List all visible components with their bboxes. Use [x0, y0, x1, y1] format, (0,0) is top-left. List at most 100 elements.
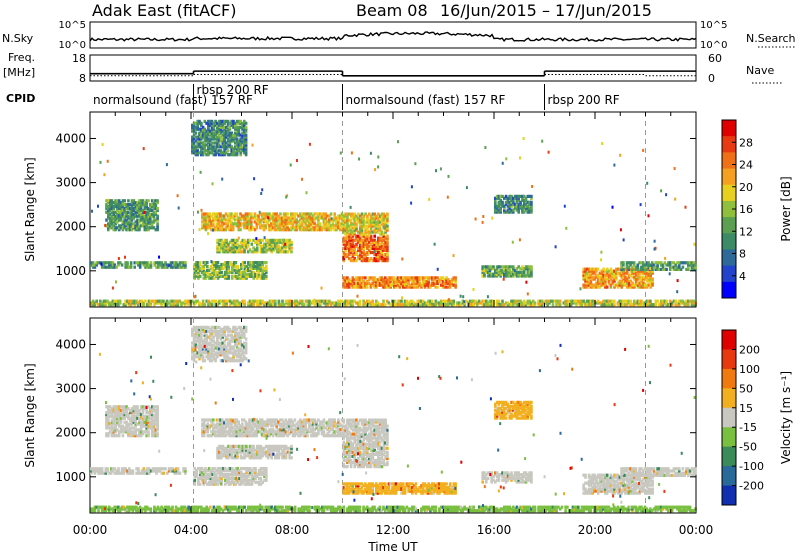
data-cell [318, 226, 322, 230]
data-cell [439, 276, 443, 280]
data-cell [382, 226, 386, 230]
data-cell [495, 208, 499, 212]
data-cell [198, 303, 201, 307]
data-cell [304, 228, 307, 232]
data-cell [140, 299, 144, 303]
data-cell [306, 212, 309, 216]
data-cell [206, 428, 210, 432]
data-cell [494, 202, 497, 206]
data-cell [131, 299, 135, 303]
data-cell [107, 216, 110, 220]
data-cell [247, 266, 250, 270]
data-cell [219, 153, 223, 157]
freq-trace [90, 70, 696, 77]
data-cell [124, 265, 127, 269]
data-cell [244, 434, 248, 438]
data-cell [687, 301, 690, 305]
data-cell [221, 125, 225, 129]
data-cell [230, 139, 233, 143]
data-cell [244, 226, 248, 230]
data-cell [215, 476, 218, 480]
data-cell [238, 272, 241, 276]
data-cell [212, 426, 215, 430]
data-cell [165, 303, 169, 307]
data-cell [123, 220, 126, 224]
data-cell [130, 205, 134, 209]
data-cell [418, 276, 421, 280]
data-cell [651, 281, 654, 285]
data-cell [213, 432, 217, 436]
data-cell [234, 133, 237, 137]
data-cell [668, 265, 672, 269]
data-cell [248, 456, 252, 460]
data-cell [558, 299, 562, 303]
data-cell [215, 422, 219, 426]
data-cell [235, 119, 239, 123]
data-cell [135, 261, 138, 265]
data-cell [503, 265, 506, 269]
data-cell [242, 222, 246, 226]
data-cell [256, 261, 259, 265]
data-cell [531, 299, 535, 303]
data-cell [215, 224, 219, 228]
data-speck [261, 188, 264, 192]
data-cell [427, 283, 430, 287]
data-speck [301, 177, 303, 181]
data-cell [308, 214, 311, 218]
data-cell [110, 210, 114, 214]
data-cell [622, 267, 625, 271]
data-cell [248, 430, 251, 434]
data-cell [140, 469, 144, 473]
data-cell [229, 472, 232, 476]
data-cell [378, 214, 382, 218]
data-cell [155, 261, 158, 265]
data-cell [421, 303, 425, 307]
data-cell [344, 276, 347, 280]
data-cell [297, 214, 300, 218]
data-cell [265, 478, 268, 482]
data-cell [196, 135, 199, 139]
data-cell [337, 224, 340, 228]
data-cell [259, 250, 263, 254]
data-cell [109, 301, 113, 305]
data-cell [138, 203, 141, 207]
data-cell [247, 468, 250, 473]
data-cell [201, 212, 204, 216]
data-cell [226, 139, 230, 143]
data-cell [342, 214, 346, 218]
data-cell [180, 303, 183, 307]
data-cell [377, 216, 380, 220]
data-cell [357, 220, 360, 224]
data-cell [510, 301, 513, 305]
data-cell [195, 468, 198, 473]
data-cell [528, 200, 531, 204]
data-cell [515, 194, 519, 198]
data-cell [230, 426, 233, 430]
data-cell [382, 285, 385, 289]
data-cell [205, 137, 208, 141]
data-cell [162, 467, 165, 471]
data-cell [240, 266, 243, 270]
data-cell [238, 468, 241, 473]
data-cell [281, 246, 284, 250]
data-cell [355, 242, 358, 246]
data-cell [232, 476, 236, 480]
data-cell [207, 141, 210, 145]
data-cell [262, 228, 266, 232]
data-cell [362, 216, 366, 220]
data-cell [230, 228, 233, 232]
data-cell [245, 244, 248, 248]
data-cell [678, 301, 681, 305]
data-cell [136, 303, 140, 307]
data-cell [230, 301, 234, 305]
data-cell [275, 444, 279, 448]
data-cell [259, 238, 263, 242]
data-cell [530, 303, 533, 307]
data-cell [322, 220, 326, 224]
data-cell [248, 264, 252, 269]
data-cell [252, 476, 256, 480]
data-cell [299, 218, 302, 222]
data-cell [217, 137, 221, 141]
data-cell [250, 274, 254, 278]
data-cell [221, 218, 224, 222]
